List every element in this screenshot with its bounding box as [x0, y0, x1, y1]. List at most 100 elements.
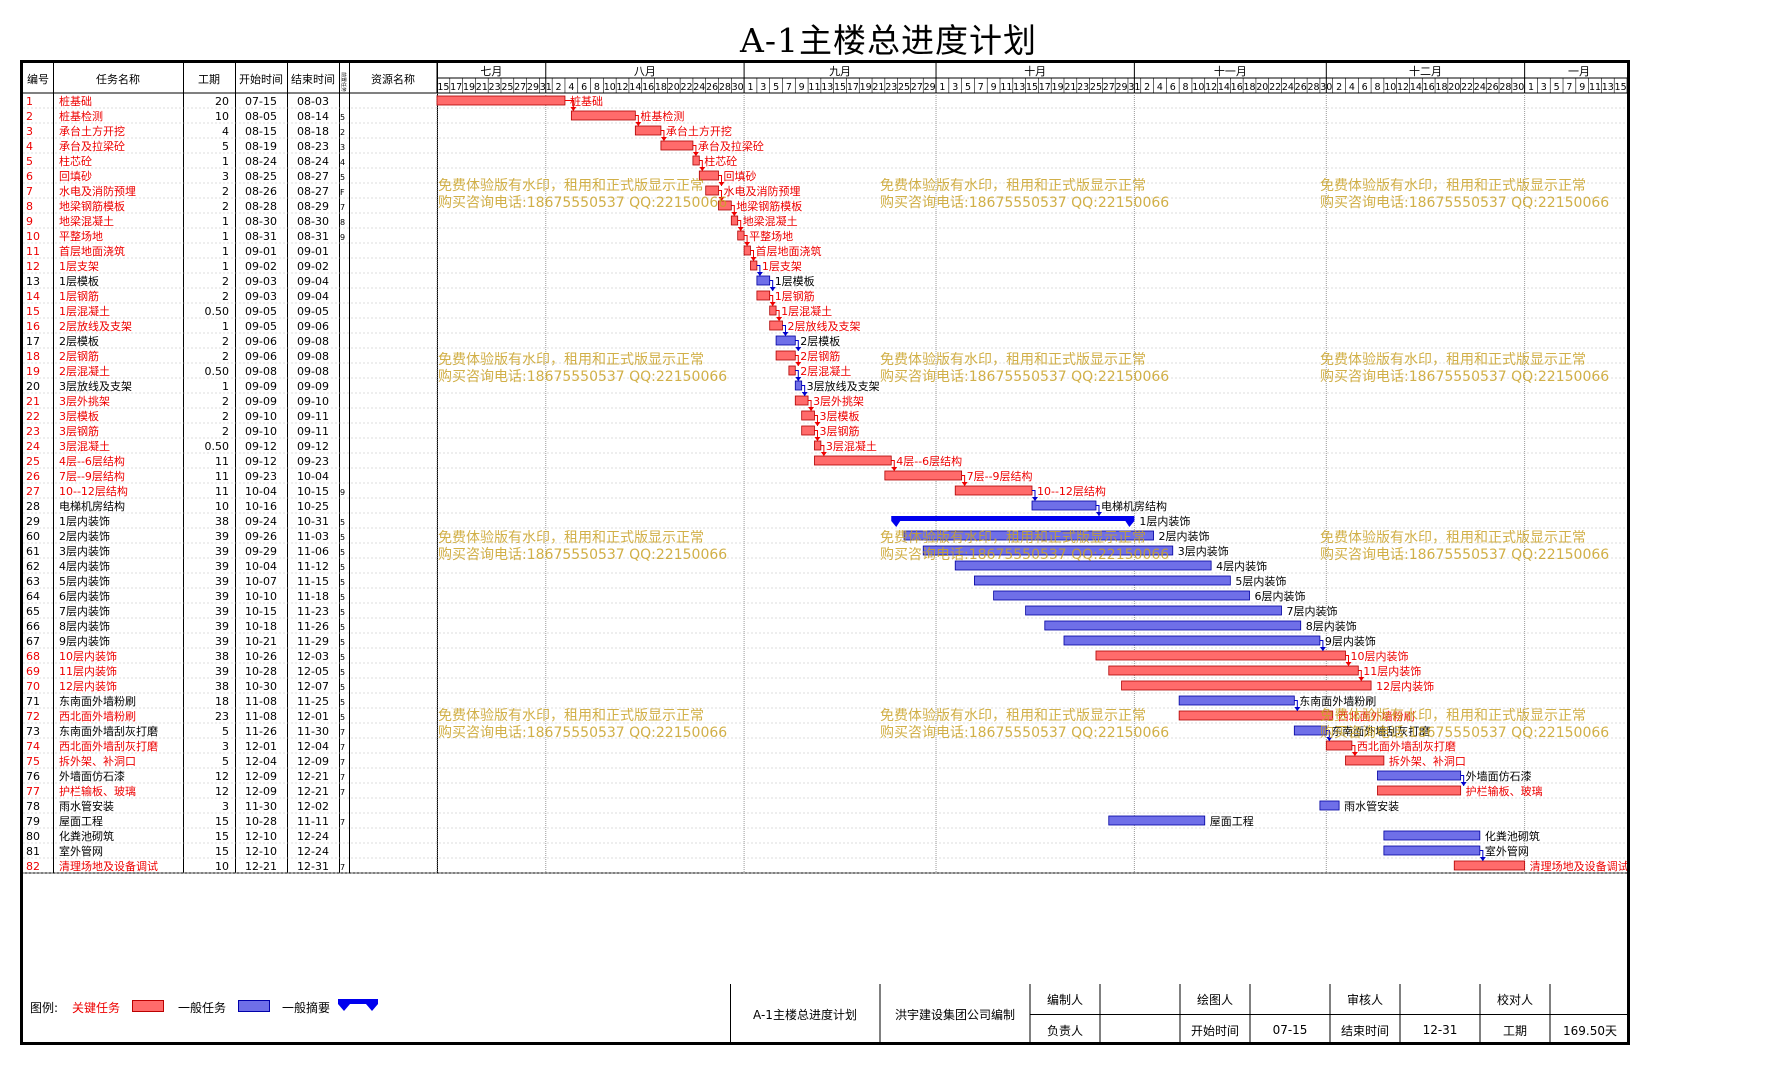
task-duration: 2: [222, 200, 229, 213]
task-name: 2层模板: [59, 334, 99, 348]
task-name: 10层内装饰: [59, 649, 117, 663]
day-label: 9: [799, 82, 805, 93]
day-label: 18: [1435, 82, 1447, 93]
day-label: 22: [1269, 82, 1281, 93]
task-id: 27: [26, 485, 40, 498]
day-label: 15: [1026, 82, 1038, 93]
task-name: 5层内装饰: [59, 574, 110, 588]
day-label: 12: [1205, 82, 1217, 93]
task-duration: 38: [215, 680, 229, 693]
day-label: 31: [1128, 82, 1140, 93]
task-duration: 11: [215, 455, 229, 468]
task-predecessor: 5: [340, 698, 345, 707]
bar-label: 水电及消防预埋: [724, 184, 801, 198]
task-bar: [705, 185, 719, 196]
task-end: 11-12: [297, 560, 329, 573]
task-bar: [954, 560, 1212, 571]
task-id: 74: [26, 740, 40, 753]
dependency-arrow: [891, 467, 898, 471]
task-name: 10--12层结构: [59, 484, 128, 498]
header-duration: 工期: [198, 73, 220, 86]
bar-label: 3层外挑架: [813, 394, 864, 408]
task-predecessor: 5: [340, 533, 345, 542]
task-duration: 39: [215, 590, 229, 603]
task-id: 60: [26, 530, 40, 543]
day-label: 17: [1039, 82, 1051, 93]
task-bar: [1377, 770, 1462, 781]
task-bar: [1383, 845, 1481, 856]
task-duration: 39: [215, 635, 229, 648]
task-id: 22: [26, 410, 40, 423]
bar-label: 7层内装饰: [1287, 604, 1338, 618]
task-end: 10-31: [297, 515, 329, 528]
task-predecessor: 2: [340, 128, 345, 137]
bar-label: 东南面外墙粉刷: [1299, 694, 1376, 708]
task-name: 11层内装饰: [59, 664, 117, 678]
day-label: 11: [1589, 82, 1601, 93]
task-bar: [891, 516, 1135, 527]
task-start: 09-09: [245, 395, 277, 408]
task-name: 西北面外墙粉刷: [59, 709, 136, 723]
task-end: 09-06: [297, 320, 329, 333]
day-label: 7: [978, 82, 984, 93]
task-id: 9: [26, 215, 33, 228]
task-bar: [660, 140, 694, 151]
task-bar: [775, 335, 796, 346]
task-end: 12-21: [297, 770, 329, 783]
task-duration: 5: [222, 755, 229, 768]
task-start: 08-15: [245, 125, 277, 138]
task-end: 11-11: [297, 815, 329, 828]
day-label: 8: [594, 82, 600, 93]
legend-label: 图例:: [30, 1001, 59, 1015]
task-id: 72: [26, 710, 40, 723]
gantt-frame: 编号 任务名称 工期 开始时间 结束时间 前置任务 资源名称 七月 八月 九月 十月 十一月 十二月 一月…: [20, 60, 1630, 1045]
day-label: 1: [1528, 82, 1534, 93]
bar-label: 护栏输板、玻璃: [1466, 784, 1543, 798]
task-start: 08-26: [245, 185, 277, 198]
legend-critical-swatch: [132, 1000, 164, 1012]
task-start: 12-10: [245, 845, 277, 858]
day-label: 13: [821, 82, 833, 93]
bar-label: 承台土方开挖: [666, 124, 732, 138]
task-start: 09-29: [245, 545, 277, 558]
task-duration: 3: [222, 740, 229, 753]
task-bar: [1025, 605, 1282, 616]
task-bar: [1095, 650, 1346, 661]
task-bar: [1383, 830, 1481, 841]
bar-label: 桩基检测: [640, 109, 684, 123]
task-id: 10: [26, 230, 40, 243]
footer-start-label: 开始时间: [1190, 1023, 1239, 1038]
footer-checker: 校对人: [1496, 992, 1533, 1007]
task-end: 12-24: [297, 830, 329, 843]
task-end: 10-15: [297, 485, 329, 498]
dependency-arrow: [1095, 512, 1102, 516]
task-end: 11-23: [297, 605, 329, 618]
task-predecessor: 5: [340, 578, 345, 587]
task-name: 7层内装饰: [59, 604, 110, 618]
task-end: 12-31: [297, 860, 329, 873]
day-label: 22: [1461, 82, 1473, 93]
task-bar: [1108, 665, 1359, 676]
task-id: 82: [26, 860, 40, 873]
task-end: 11-06: [297, 545, 329, 558]
day-label: 14: [1218, 82, 1230, 93]
day-label: 6: [581, 82, 587, 93]
day-label: 25: [501, 82, 513, 93]
task-start: 09-06: [245, 335, 277, 348]
task-name: 桩基础: [59, 94, 92, 108]
day-label: 24: [1474, 82, 1486, 93]
task-start: 10-15: [245, 605, 277, 618]
dependency-arrow: [756, 272, 763, 276]
task-start: 09-10: [245, 410, 277, 423]
task-name: 东南面外墙粉刷: [59, 694, 136, 708]
task-duration: 1: [222, 260, 229, 273]
day-label: 3: [760, 82, 766, 93]
dependency-arrow: [820, 452, 827, 456]
bar-label: 地梁钢筋模板: [736, 199, 802, 213]
task-predecessor: 5: [340, 653, 345, 662]
task-id: 18: [26, 350, 40, 363]
task-duration: 20: [215, 95, 229, 108]
task-start: 12-04: [245, 755, 277, 768]
dependency-arrow: [1358, 677, 1365, 681]
bar-label: 7层--9层结构: [967, 469, 1033, 483]
